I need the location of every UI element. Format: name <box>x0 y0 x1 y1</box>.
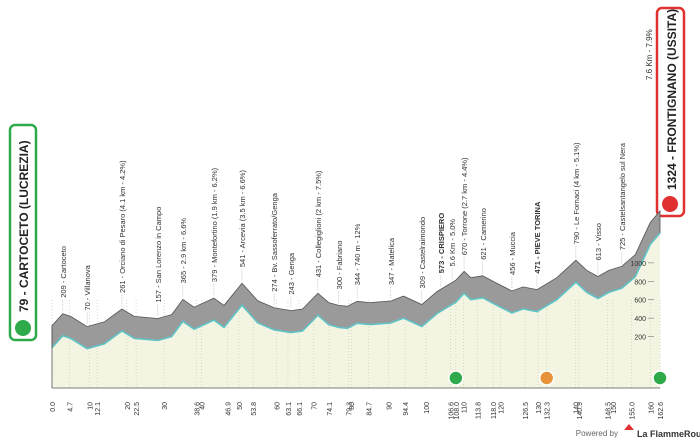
x-tick-label: 20 <box>125 402 132 410</box>
y-tick-label: 200 <box>634 335 646 342</box>
place-label: 670 - Torrone (2.7 km - 4.4%) <box>460 157 469 255</box>
place-label: 573 - CRISPIERO <box>437 213 446 274</box>
x-tick-label: 80 <box>349 402 356 410</box>
plot: 0.0 4.7 10 12.1 20 22.5 30 38.640 46.9 50 53.8 60 63… <box>50 142 668 420</box>
y-tick-label: 1000 <box>630 261 646 268</box>
x-tick-label: 126.5 <box>523 402 530 420</box>
marker-icon <box>652 370 668 386</box>
place-label: 261 - Orciano di Pesaro (4.1 km - 4.2%) <box>118 160 127 293</box>
start-icon <box>15 320 31 336</box>
place-label: 309 - Castelraimondo <box>418 217 427 289</box>
x-tick-label: 70 <box>312 402 319 410</box>
x-tick-label: 4.7 <box>68 402 75 412</box>
x-tick-label: 110 <box>461 402 468 413</box>
place-label: 243 - Genga <box>287 252 296 295</box>
x-tick-label: 148.5 <box>605 402 612 420</box>
place-label: 541 - Arcevia (3.5 km - 6.6%) <box>238 170 247 268</box>
start-label: 79 - CARTOCETO (LUCREZIA) <box>17 140 31 312</box>
y-tick-label: 400 <box>634 316 646 323</box>
place-label: 365 - 2.9 km - 6.6% <box>179 218 188 284</box>
place-label: 300 - Fabriano <box>335 241 344 290</box>
x-tick-label: 12.1 <box>95 402 102 416</box>
place-label: 157 - San Lorenzo in Campo <box>154 207 163 303</box>
x-tick-label: 74.1 <box>327 402 334 416</box>
x-tick-label: 53.8 <box>251 402 258 416</box>
marker-icon <box>538 370 555 386</box>
x-tick-label: 63.1 <box>286 402 293 416</box>
place-label: 347 - Matelica <box>387 237 396 285</box>
x-tick-label: 140.9 <box>577 402 584 420</box>
place-label: 431 - Collegiglioni (2 km - 7.5%) <box>314 170 323 277</box>
footer-brand: La FlammeRouge <box>637 429 700 439</box>
brand-logo <box>624 424 634 430</box>
ground-area <box>52 233 660 388</box>
x-tick-label: 118.0 <box>491 402 498 419</box>
x-tick-label: 120 <box>499 402 506 414</box>
x-tick-label: 132.3 <box>545 402 552 420</box>
place-label: 70 - Villanova <box>83 264 92 310</box>
place-label: 471 - PIEVE TORINA <box>533 201 542 274</box>
x-tick-label: 22.5 <box>134 402 141 416</box>
y-tick-label: 800 <box>634 279 646 286</box>
x-tick-label: 10 <box>87 402 94 410</box>
finish-icon <box>662 196 678 212</box>
x-tick-label: 162.6 <box>658 402 665 420</box>
x-tick-label: 100 <box>424 402 431 414</box>
x-tick-label: 79.3 <box>347 402 354 416</box>
marker-icon <box>448 370 464 386</box>
x-tick-label: 60 <box>274 402 281 410</box>
place-label: 790 - Le Fornaci (4 km - 5.1%) <box>572 142 581 244</box>
x-tick-label: 150 <box>611 402 618 414</box>
place-label: 621 - Camerino <box>479 208 488 260</box>
x-tick-label: 66.1 <box>297 402 304 416</box>
x-tick-label: 106.6 <box>449 402 456 420</box>
x-tick-label: 113.8 <box>476 402 483 419</box>
x-tick-label: 130 <box>536 402 543 414</box>
x-tick-label: 84.7 <box>367 402 374 416</box>
footer-prefix: Powered by <box>576 429 618 438</box>
profile-road <box>51 232 661 350</box>
x-tick-label: 140 <box>573 402 580 414</box>
place-label: 725 - Castelsantangelo sul Nera <box>618 142 627 250</box>
x-tick-label: 50 <box>237 402 244 410</box>
place-label: 344 - 740 m - 12% <box>353 223 362 285</box>
finish-box <box>655 6 686 218</box>
x-tick-label: 94.4 <box>403 402 410 416</box>
x-tick-label: 30 <box>162 402 169 410</box>
x-tick-label: 90 <box>387 402 394 410</box>
finish-label: 1324 - FRONTIGNANO (USSITA) <box>665 9 679 190</box>
place-label: 5.6 Km - 5.0% <box>448 219 457 267</box>
place-label: 379 - Montefortino (1.9 km - 6.2%) <box>210 167 219 282</box>
x-tick-label: 0.0 <box>50 402 57 412</box>
place-label: 456 - Muccia <box>508 231 517 275</box>
start-box <box>8 123 38 342</box>
x-tick-label: 108.0 <box>454 402 461 420</box>
place-label: 209 - Cartoceto <box>59 246 68 298</box>
y-tick-label: 600 <box>634 298 646 305</box>
x-tick-label: 46.9 <box>225 402 232 416</box>
x-tick-label: 155.0 <box>630 402 637 420</box>
final-climb: 7.6 Km - 7.9% <box>645 29 654 80</box>
x-tick-label: 40 <box>200 402 207 410</box>
place-label: 274 - Bv. Sassoferrato/Genga <box>270 192 279 291</box>
x-tick-label: 160 <box>648 402 655 414</box>
x-tick-label: 38.6 <box>194 402 201 416</box>
place-label: 613 - Visso <box>594 223 603 260</box>
